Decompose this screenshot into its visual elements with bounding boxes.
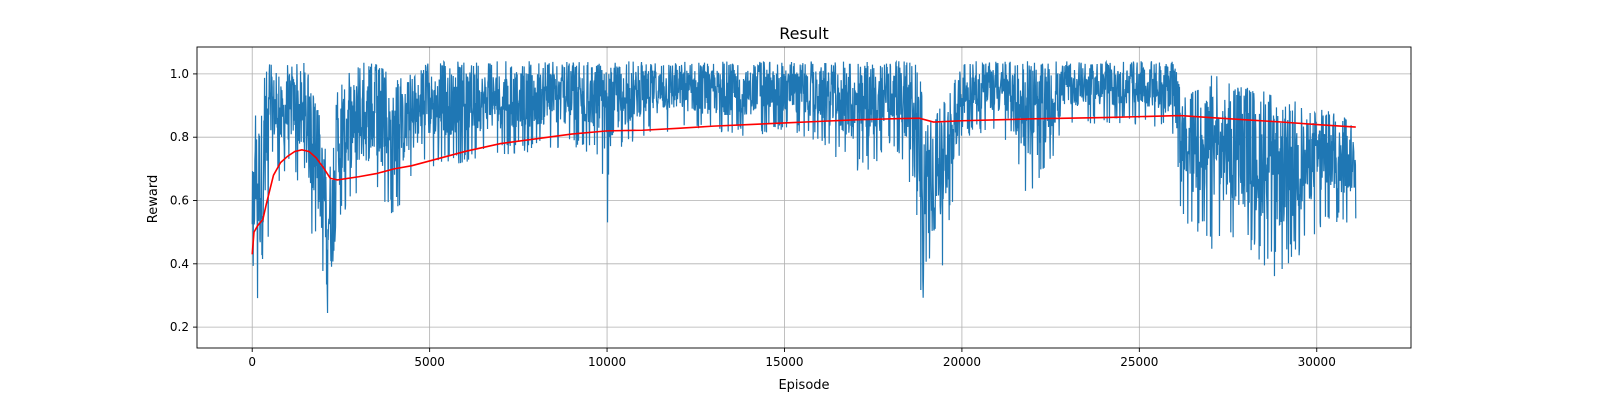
x-tick-label: 20000 <box>943 355 981 369</box>
y-tick-label: 0.6 <box>170 194 189 208</box>
x-tick-label: 25000 <box>1120 355 1158 369</box>
raw-reward-line <box>251 59 1357 313</box>
tick-layer: 0 5000 10000 15000 20000 25000 30000 0.2 0.4 0.6 0… <box>170 67 1336 369</box>
y-tick-label: 0.2 <box>170 320 189 334</box>
y-tick-label: 0.4 <box>170 257 189 271</box>
raw-reward-series <box>251 59 1357 313</box>
y-axis-label: Reward <box>146 175 161 223</box>
x-tick-label: 5000 <box>414 355 445 369</box>
x-axis-label: Episode <box>778 378 829 393</box>
y-tick-label: 0.8 <box>170 130 189 144</box>
x-tick-label: 0 <box>248 355 256 369</box>
axes-layer <box>196 46 1412 349</box>
plot-frame <box>196 46 1412 349</box>
y-tick-label: 1.0 <box>170 67 189 81</box>
smoothed-reward-series <box>251 114 1356 255</box>
x-tick-label: 15000 <box>765 355 803 369</box>
x-tick-label: 30000 <box>1298 355 1336 369</box>
smoothed-reward-line <box>251 114 1356 255</box>
chart-title: Result <box>779 24 828 43</box>
x-tick-label: 10000 <box>588 355 626 369</box>
